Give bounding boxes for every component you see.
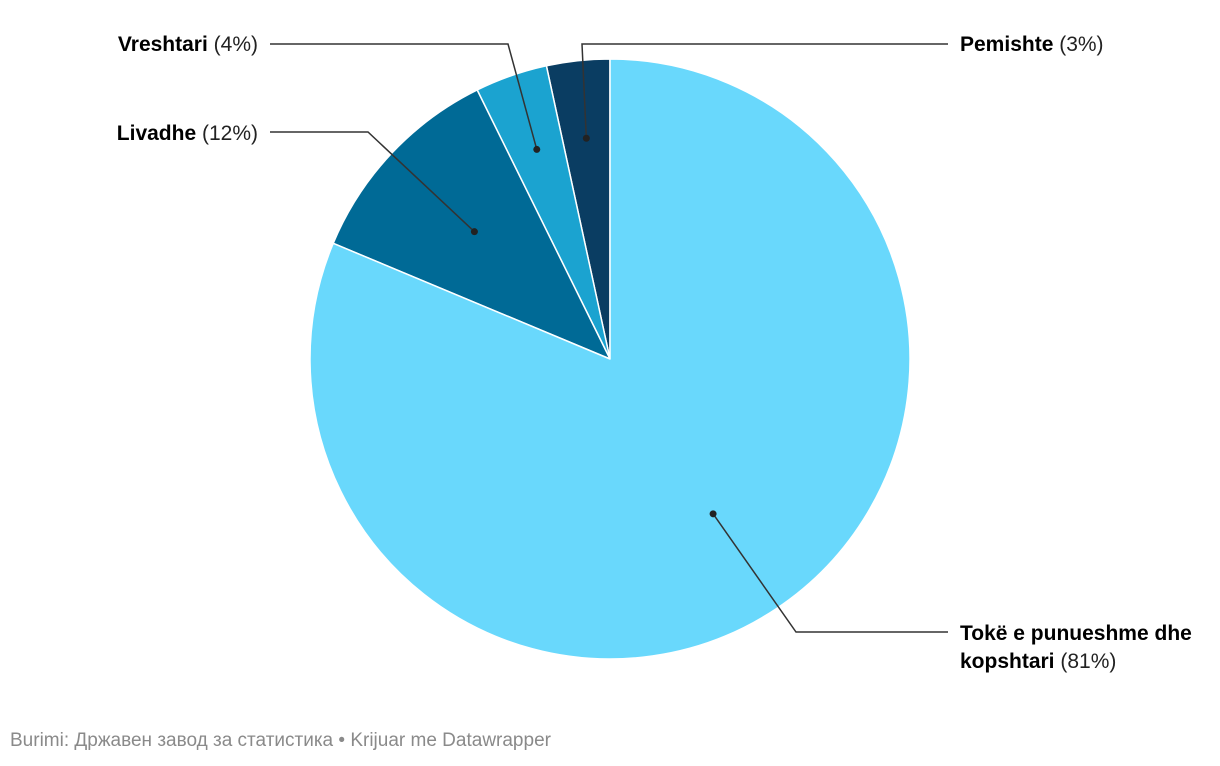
leader-dot-pemishte bbox=[582, 134, 590, 142]
slice-label-toke-e-punueshme-dhe-kopshtari: Tokë e punueshme dhe kopshtari (81%) bbox=[960, 622, 1192, 673]
leader-line-pemishte bbox=[581, 43, 948, 139]
leader-line-livadhe bbox=[270, 131, 475, 233]
leader-dot-livadhe bbox=[470, 228, 478, 236]
slice-label-livadhe: Livadhe (12%) bbox=[117, 122, 258, 145]
pie-slices bbox=[309, 58, 911, 660]
leader-lines bbox=[270, 43, 948, 633]
leader-dot-toke-e-punueshme-dhe-kopshtari bbox=[709, 510, 717, 518]
slice-labels: Pemishte (3%) Vreshtari (4%) Livadhe (12%)… bbox=[117, 33, 1192, 673]
leader-line-vreshtari bbox=[270, 43, 538, 150]
slice-label-vreshtari: Vreshtari (4%) bbox=[118, 33, 258, 56]
leader-dot-vreshtari bbox=[533, 145, 541, 153]
slice-label-pemishte: Pemishte (3%) bbox=[960, 33, 1104, 56]
source-footer: Burimi: Државен завод за статистика • Kr… bbox=[10, 730, 551, 751]
pie-slice-toke-e-punueshme-dhe-kopshtari bbox=[309, 58, 911, 660]
leader-line-toke-e-punueshme-dhe-kopshtari bbox=[712, 513, 948, 633]
